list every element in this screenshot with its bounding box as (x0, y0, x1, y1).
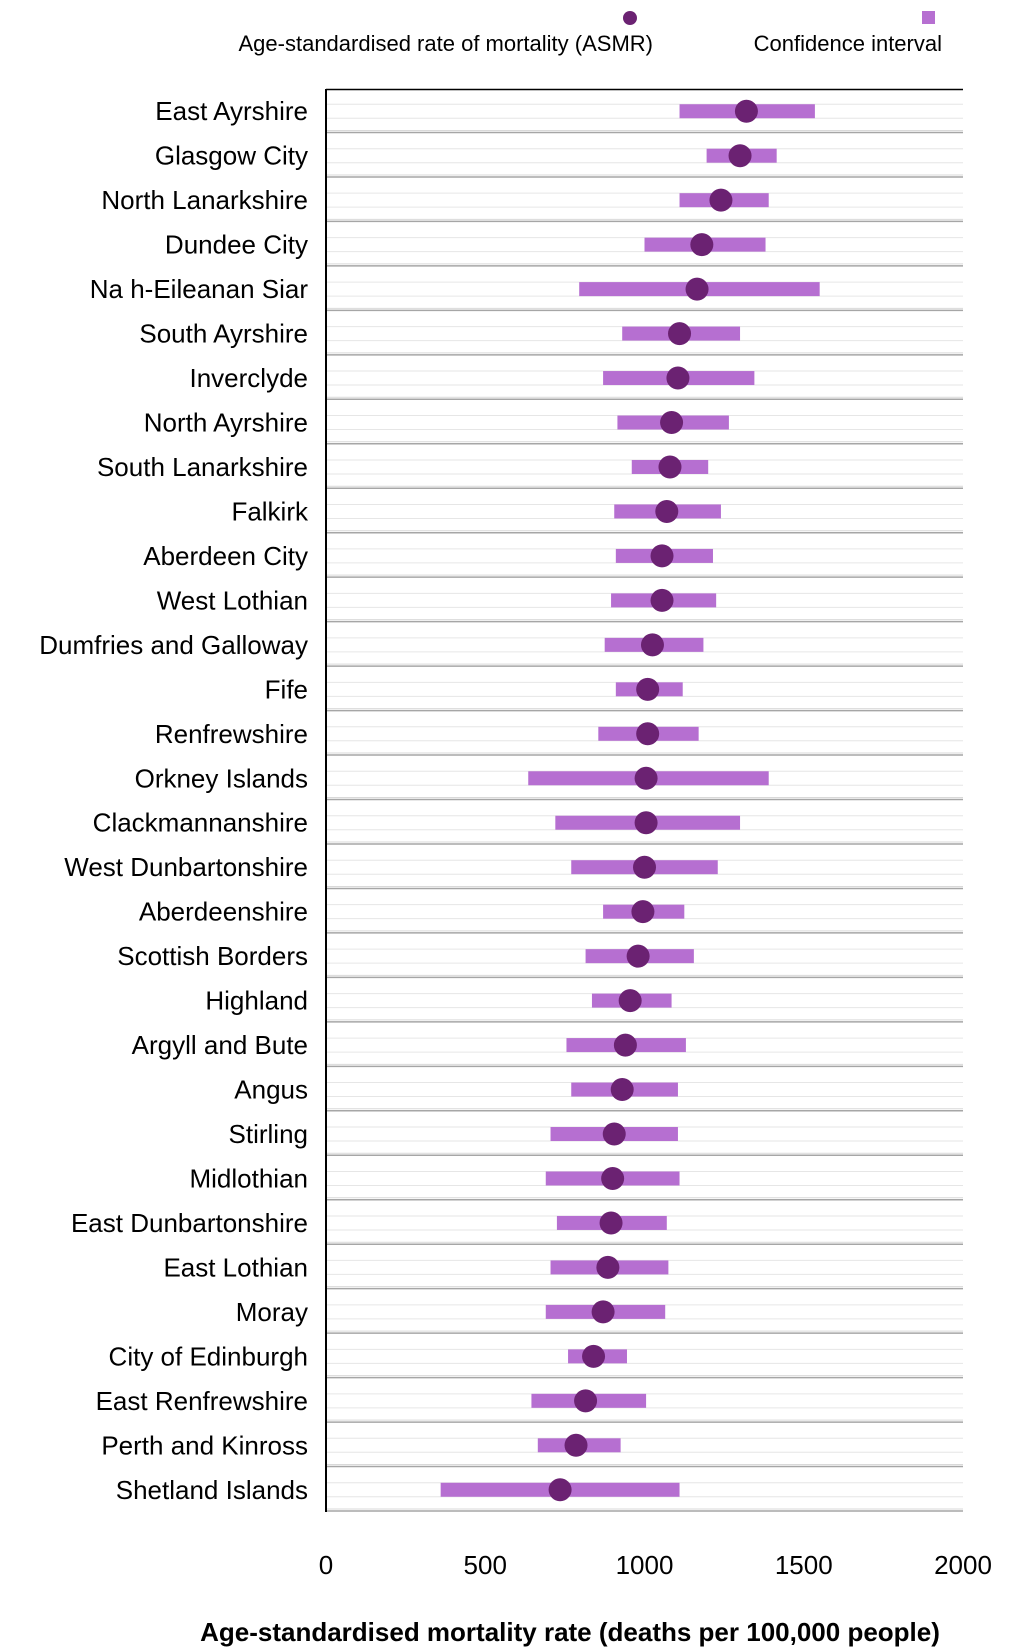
category-label: Na h-Eileanan Siar (90, 274, 309, 304)
category-label: Angus (234, 1075, 308, 1105)
category-label: Clackmannanshire (93, 808, 308, 838)
asmr-point (582, 1344, 606, 1368)
category-label: Dumfries and Galloway (39, 630, 308, 660)
asmr-point (640, 633, 664, 657)
asmr-point (650, 588, 674, 612)
category-label: Argyll and Bute (132, 1030, 308, 1060)
category-label: Moray (236, 1297, 308, 1327)
x-axis-title: Age-standardised mortality rate (deaths … (200, 1617, 940, 1647)
asmr-point (709, 188, 733, 212)
asmr-point (650, 544, 674, 568)
asmr-point (574, 1389, 598, 1413)
asmr-point (633, 855, 656, 879)
asmr-point (626, 944, 650, 968)
category-label: City of Edinburgh (109, 1341, 308, 1371)
asmr-point (666, 366, 690, 390)
asmr-point (660, 411, 684, 435)
category-label: Aberdeenshire (139, 897, 308, 927)
asmr-point (564, 1433, 588, 1457)
category-label: South Ayrshire (139, 319, 308, 349)
category-label: Falkirk (231, 496, 309, 526)
asmr-point (690, 233, 714, 257)
category-label: North Lanarkshire (101, 185, 308, 215)
category-label: Aberdeen City (143, 541, 308, 571)
category-label: Highland (205, 986, 308, 1016)
category-label: Fife (265, 674, 308, 704)
asmr-point (685, 277, 709, 301)
asmr-point (636, 722, 660, 746)
asmr-point (618, 989, 642, 1013)
asmr-point (658, 455, 682, 479)
category-label: Scottish Borders (117, 941, 308, 971)
category-label: Inverclyde (190, 363, 309, 393)
asmr-point (548, 1478, 572, 1502)
asmr-point (601, 1166, 625, 1190)
category-label: Perth and Kinross (101, 1430, 308, 1460)
asmr-point (591, 1300, 615, 1324)
legend-ci-label: Confidence interval (754, 31, 942, 56)
category-label: West Dunbartonshire (64, 852, 308, 882)
category-label: East Renfrewshire (96, 1386, 308, 1416)
legend-ci-marker (922, 11, 935, 24)
x-tick-label: 0 (319, 1550, 333, 1580)
asmr-point (668, 322, 692, 346)
asmr-point (610, 1078, 634, 1102)
x-tick-label: 2000 (934, 1550, 992, 1580)
category-label: Orkney Islands (135, 763, 308, 793)
category-label: West Lothian (157, 585, 308, 615)
asmr-point (728, 144, 752, 168)
category-label: North Ayrshire (144, 408, 308, 438)
x-tick-label: 1500 (775, 1550, 833, 1580)
asmr-point (599, 1211, 623, 1235)
x-tick-label: 500 (464, 1550, 507, 1580)
asmr-point (734, 99, 758, 123)
legend: Age-standardised rate of mortality (ASMR… (239, 11, 942, 56)
category-label: Stirling (229, 1119, 308, 1149)
asmr-point (613, 1033, 637, 1057)
category-label: Shetland Islands (116, 1475, 308, 1505)
category-label: Glasgow City (155, 141, 308, 171)
category-label: East Dunbartonshire (71, 1208, 308, 1238)
asmr-point (602, 1122, 626, 1146)
category-label: Dundee City (165, 230, 308, 260)
category-label: East Ayrshire (155, 96, 308, 126)
category-label: Renfrewshire (155, 719, 308, 749)
asmr-point (634, 811, 658, 835)
asmr-point (655, 499, 679, 523)
asmr-point (596, 1255, 620, 1279)
category-label: Midlothian (189, 1163, 308, 1193)
plot-area: East Ayrshire Glasgow City North Lanarkshi… (39, 88, 992, 1580)
asmr-point (636, 677, 660, 701)
asmr-point (631, 900, 655, 924)
asmr-point (634, 766, 658, 790)
legend-asmr-marker (623, 11, 637, 25)
x-tick-label: 1000 (616, 1550, 674, 1580)
category-label: East Lothian (163, 1252, 308, 1282)
legend-asmr-label: Age-standardised rate of mortality (ASMR… (239, 31, 654, 56)
category-label: South Lanarkshire (97, 452, 308, 482)
